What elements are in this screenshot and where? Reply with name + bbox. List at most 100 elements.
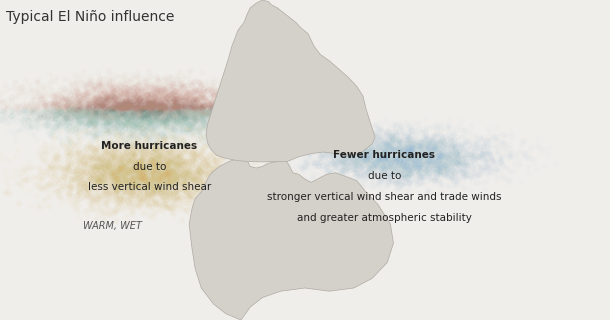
Point	[453, 138, 462, 143]
Point	[42, 118, 52, 124]
Point	[96, 172, 106, 177]
Point	[376, 153, 386, 158]
Point	[492, 135, 501, 140]
Point	[89, 125, 99, 130]
Point	[113, 171, 123, 176]
Point	[138, 103, 148, 108]
Point	[403, 176, 412, 181]
Point	[176, 96, 186, 101]
Point	[146, 160, 156, 165]
Point	[120, 163, 130, 168]
Point	[414, 157, 423, 162]
Point	[132, 135, 142, 140]
Point	[118, 101, 127, 106]
Point	[195, 96, 204, 101]
Point	[225, 154, 235, 159]
Point	[423, 146, 432, 151]
Point	[195, 182, 205, 188]
Point	[110, 125, 120, 130]
Point	[106, 150, 116, 156]
Point	[145, 95, 154, 100]
Point	[149, 105, 159, 110]
Point	[405, 163, 415, 168]
Point	[124, 105, 134, 110]
Point	[119, 170, 129, 175]
Point	[438, 138, 448, 143]
Point	[170, 117, 180, 123]
Point	[387, 140, 397, 145]
Point	[365, 155, 375, 160]
Point	[132, 101, 142, 106]
Point	[375, 136, 384, 141]
Point	[220, 116, 230, 122]
Point	[204, 169, 213, 174]
Point	[152, 130, 162, 135]
Point	[399, 149, 409, 154]
Point	[84, 162, 94, 167]
Point	[78, 195, 88, 200]
Point	[109, 105, 118, 110]
Point	[141, 107, 151, 112]
Point	[426, 154, 436, 159]
Point	[73, 100, 82, 105]
Point	[355, 156, 365, 161]
Point	[203, 177, 213, 182]
Point	[159, 181, 169, 186]
Point	[140, 177, 150, 182]
Point	[163, 166, 173, 171]
Point	[112, 181, 122, 186]
Point	[161, 88, 171, 93]
Point	[63, 167, 73, 172]
Point	[137, 144, 146, 149]
Point	[433, 164, 443, 169]
Point	[223, 99, 233, 104]
Point	[98, 165, 108, 171]
Point	[229, 108, 239, 113]
Point	[457, 128, 467, 133]
Point	[91, 109, 101, 114]
Point	[89, 98, 99, 103]
Point	[483, 156, 492, 162]
Point	[69, 114, 79, 119]
Point	[203, 172, 212, 177]
Point	[132, 110, 142, 115]
Point	[118, 107, 127, 112]
Point	[400, 172, 409, 177]
Point	[85, 184, 95, 189]
Point	[107, 94, 117, 100]
Point	[142, 84, 152, 89]
Point	[102, 167, 112, 172]
Point	[481, 139, 491, 144]
Point	[149, 119, 159, 124]
Point	[212, 88, 221, 93]
Point	[424, 141, 434, 146]
Point	[89, 117, 99, 123]
Point	[144, 108, 154, 114]
Point	[175, 108, 185, 113]
Point	[168, 82, 178, 87]
Point	[364, 151, 374, 156]
Point	[88, 104, 98, 109]
Point	[154, 114, 163, 119]
Point	[167, 170, 176, 175]
Point	[160, 118, 170, 123]
Point	[162, 204, 172, 209]
Point	[143, 190, 152, 195]
Point	[224, 106, 234, 111]
Point	[131, 183, 141, 188]
Point	[403, 159, 413, 164]
Point	[498, 154, 508, 159]
Point	[219, 167, 229, 172]
Point	[360, 170, 370, 175]
Point	[386, 140, 395, 145]
Point	[446, 157, 456, 162]
Point	[82, 93, 92, 98]
Point	[142, 184, 151, 189]
Point	[176, 120, 186, 125]
Point	[374, 141, 384, 146]
Point	[125, 187, 135, 192]
Point	[412, 142, 422, 148]
Point	[70, 152, 79, 157]
Point	[180, 103, 190, 108]
Point	[232, 99, 242, 104]
